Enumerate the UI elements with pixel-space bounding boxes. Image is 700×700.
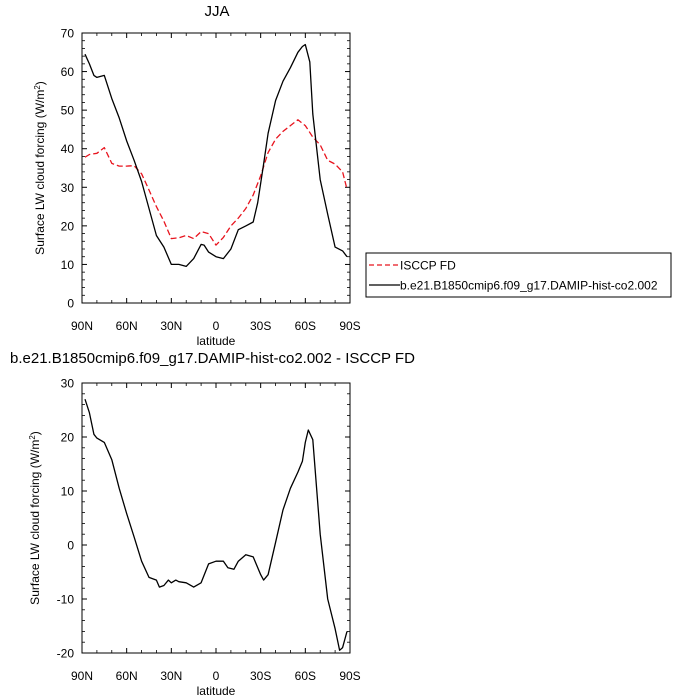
bottom-x-tick-label: 30S [250, 669, 271, 683]
bottom-series-lines [84, 398, 348, 651]
top-y-axis: 0 10 20 30 40 50 60 70 [61, 27, 350, 311]
bottom-panel: b.e21.B1850cmip6.f09_g17.DAMIP-hist-co2.… [10, 350, 415, 698]
bottom-y-tick-label: -10 [57, 593, 75, 607]
top-x-tick-label: 0 [213, 319, 220, 333]
bottom-y-axis-label-sup: 2 [28, 435, 37, 440]
bottom-x-tick-label: 90S [339, 669, 360, 683]
top-x-tick-label: 30S [250, 319, 271, 333]
top-series-lines [84, 43, 348, 268]
bottom-title: b.e21.B1850cmip6.f09_g17.DAMIP-hist-co2.… [10, 350, 415, 367]
bottom-y-tick-label: 10 [61, 485, 75, 499]
bottom-y-tick-label: 20 [61, 431, 75, 445]
legend-box [365, 252, 672, 298]
top-y-tick-label: 60 [61, 65, 75, 79]
bottom-y-tick-label: 30 [61, 377, 75, 391]
bottom-y-axis: -20 -10 0 10 20 30 [57, 377, 350, 661]
top-y-axis-label-sup: 2 [33, 85, 42, 90]
bottom-y-axis-label-main: Surface LW cloud forcing (W/m [28, 440, 42, 605]
legend: ISCCP FD b.e21.B1850cmip6.f09_g17.DAMIP-… [365, 252, 672, 298]
bottom-y-axis-label-end: ) [28, 431, 42, 435]
legend-label-isccp: ISCCP FD [400, 259, 456, 273]
top-y-tick-label: 10 [61, 258, 75, 272]
bottom-x-tick-label: 60S [295, 669, 316, 683]
top-x-tick-label: 90S [339, 319, 360, 333]
bottom-x-axis-label: latitude [197, 684, 236, 698]
bottom-x-axis: 90N 60N 30N 0 30S 60S 90S [71, 383, 361, 683]
top-series-line-0 [84, 119, 348, 246]
top-y-axis-label: Surface LW cloud forcing (W/m2) [33, 81, 48, 255]
top-title: JJA [204, 3, 229, 20]
bottom-x-tick-label: 30N [160, 669, 182, 683]
top-plot-frame [81, 32, 351, 304]
legend-label-model: b.e21.B1850cmip6.f09_g17.DAMIP-hist-co2.… [400, 279, 658, 293]
top-y-tick-label: 70 [61, 27, 75, 41]
top-x-tick-label: 30N [160, 319, 182, 333]
bottom-x-tick-label: 90N [71, 669, 93, 683]
bottom-y-tick-label: 0 [67, 539, 74, 553]
top-x-tick-label: 60N [116, 319, 138, 333]
bottom-plot-frame [81, 382, 351, 654]
top-x-tick-label: 60S [295, 319, 316, 333]
top-y-tick-label: 50 [61, 104, 75, 118]
bottom-series-line-0 [84, 398, 348, 651]
top-y-tick-label: 30 [61, 181, 75, 195]
top-y-axis-label-end: ) [33, 81, 47, 85]
top-series-line-1 [84, 43, 348, 268]
top-x-tick-label: 90N [71, 319, 93, 333]
bottom-x-tick-label: 0 [213, 669, 220, 683]
top-y-tick-label: 40 [61, 142, 75, 156]
bottom-y-axis-label: Surface LW cloud forcing (W/m2) [28, 431, 43, 605]
top-x-axis-label: latitude [197, 334, 236, 348]
top-y-axis-label-main: Surface LW cloud forcing (W/m [33, 90, 47, 255]
top-x-axis: 90N 60N 30N 0 30S 60S 90S [71, 33, 361, 333]
top-y-tick-label: 20 [61, 219, 75, 233]
top-y-tick-label: 0 [67, 297, 74, 311]
bottom-x-tick-label: 60N [116, 669, 138, 683]
bottom-y-tick-label: -20 [57, 647, 75, 661]
